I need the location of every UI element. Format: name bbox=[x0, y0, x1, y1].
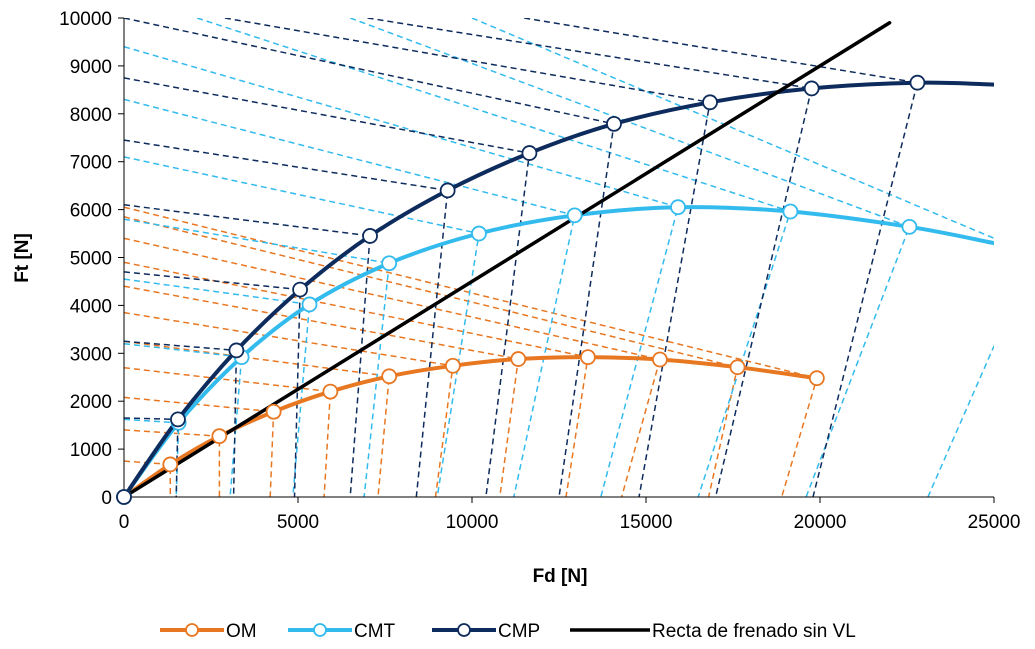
legend-label-cmp: CMP bbox=[498, 621, 540, 642]
y-tick-label-5000: 5000 bbox=[70, 249, 112, 270]
aux-line-cmp-8 bbox=[224, 18, 711, 497]
y-tick-label-8000: 8000 bbox=[70, 105, 112, 126]
marker-cmt-8 bbox=[670, 199, 686, 216]
aux-line-om-11 bbox=[124, 206, 818, 497]
auxiliary-lines bbox=[124, 18, 994, 497]
marker-om-7 bbox=[444, 357, 461, 374]
y-tick-label-1000: 1000 bbox=[70, 440, 112, 461]
x-tick-label-15000: 15000 bbox=[620, 512, 673, 533]
marker-cmt-4 bbox=[301, 296, 318, 313]
aux-line-om-7 bbox=[124, 285, 520, 497]
marker-cmp-1 bbox=[116, 489, 132, 505]
marker-om-11 bbox=[729, 359, 746, 376]
aux-line-cmt-11 bbox=[927, 345, 994, 497]
legend-label-cmt: CMT bbox=[354, 621, 396, 642]
marker-om-2 bbox=[162, 456, 179, 473]
legend-marker-cmt bbox=[313, 623, 327, 637]
y-tick-label-4000: 4000 bbox=[70, 296, 112, 317]
series-markers bbox=[116, 74, 926, 505]
marker-om-9 bbox=[579, 349, 596, 366]
marker-cmt-9 bbox=[782, 203, 799, 220]
x-tick-label-0: 0 bbox=[119, 512, 130, 533]
aux-line-cmt-8 bbox=[196, 18, 792, 497]
marker-cmp-11 bbox=[909, 74, 926, 91]
y-axis-title: Ft [N] bbox=[12, 233, 33, 283]
aux-line-om-8 bbox=[124, 261, 589, 497]
marker-cmt-7 bbox=[566, 207, 583, 224]
aux-line-cmt-9 bbox=[349, 18, 911, 497]
series-lines bbox=[124, 21, 994, 497]
marker-om-5 bbox=[322, 383, 339, 400]
y-tick-label-2000: 2000 bbox=[70, 392, 112, 413]
legend-label-recta-de-frenado-sin-vl: Recta de frenado sin VL bbox=[652, 621, 856, 642]
x-tick-label-5000: 5000 bbox=[277, 512, 319, 533]
series-line-cmt bbox=[124, 205, 994, 497]
y-tick-label-6000: 6000 bbox=[70, 201, 112, 222]
marker-cmp-5 bbox=[362, 228, 378, 244]
x-tick-label-25000: 25000 bbox=[968, 512, 1021, 533]
marker-om-12 bbox=[808, 370, 825, 387]
y-tick-label-7000: 7000 bbox=[70, 153, 112, 174]
marker-cmp-10 bbox=[803, 80, 820, 97]
aux-line-cmp-5 bbox=[124, 139, 449, 497]
series-line-recta-de-frenado-sin-vl bbox=[124, 21, 892, 497]
aux-line-cmp-9 bbox=[367, 18, 813, 497]
marker-om-8 bbox=[510, 351, 527, 367]
marker-om-10 bbox=[652, 351, 668, 368]
marker-cmt-6 bbox=[471, 225, 487, 242]
y-tick-label-0: 0 bbox=[101, 488, 112, 509]
marker-cmp-6 bbox=[439, 182, 456, 199]
marker-cmt-5 bbox=[381, 255, 398, 272]
aux-line-om-9 bbox=[124, 237, 661, 497]
legend: OM CMT CMP Recta de frenado sin VL bbox=[160, 621, 856, 642]
y-tick-label-9000: 9000 bbox=[70, 57, 112, 78]
aux-line-cmt-10 bbox=[471, 18, 994, 239]
marker-cmp-3 bbox=[228, 342, 245, 359]
x-tick-label-20000: 20000 bbox=[794, 512, 847, 533]
x-axis-title: Fd [N] bbox=[533, 566, 588, 587]
aux-line-cmt-7 bbox=[124, 45, 679, 497]
aux-line-om-1 bbox=[124, 460, 172, 497]
marker-om-3 bbox=[211, 428, 228, 445]
marker-cmp-8 bbox=[606, 115, 622, 132]
aux-line-cmp-3 bbox=[124, 271, 301, 497]
legend-label-om: OM bbox=[226, 621, 257, 642]
marker-om-6 bbox=[381, 368, 398, 385]
marker-cmt-10 bbox=[901, 218, 918, 235]
aux-line-cmp-10 bbox=[524, 18, 919, 497]
aux-line-cmp-4 bbox=[124, 204, 371, 497]
marker-om-4 bbox=[265, 403, 282, 420]
aux-line-cmt-4 bbox=[124, 218, 391, 497]
legend-marker-cmp bbox=[457, 623, 471, 637]
legend-marker-om bbox=[185, 623, 199, 637]
marker-cmp-7 bbox=[521, 145, 538, 161]
marker-cmp-2 bbox=[170, 411, 186, 428]
tick-labels: 0 1000 2000 3000 4000 5000 6000 7000 8000 9000 100… bbox=[59, 9, 1020, 533]
x-tick-label-10000: 10000 bbox=[446, 512, 499, 533]
marker-cmp-9 bbox=[702, 94, 718, 111]
marker-cmp-4 bbox=[292, 281, 308, 298]
aux-line-cmt-3 bbox=[124, 278, 311, 497]
axes bbox=[118, 17, 995, 503]
y-tick-label-3000: 3000 bbox=[70, 344, 112, 365]
y-tick-label-10000: 10000 bbox=[59, 9, 112, 30]
